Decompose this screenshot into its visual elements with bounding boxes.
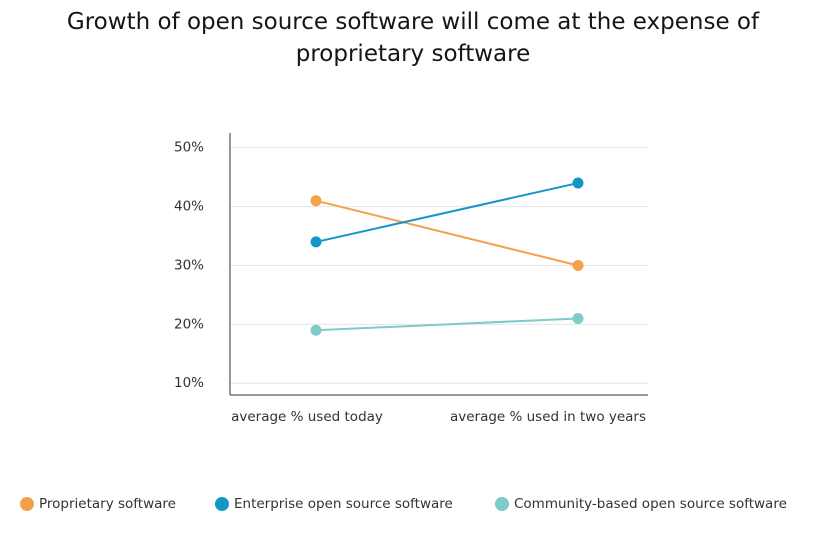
y-tick-label: 20% xyxy=(174,316,204,332)
y-tick-label: 40% xyxy=(174,199,204,215)
data-point xyxy=(310,324,322,336)
data-point xyxy=(310,236,322,248)
legend-marker xyxy=(495,497,509,511)
x-tick-label: average % used today xyxy=(231,409,383,425)
series-line xyxy=(315,182,579,243)
data-point xyxy=(572,312,584,324)
legend-label: Enterprise open source software xyxy=(234,496,453,512)
series-line xyxy=(315,199,579,267)
chart-title: Growth of open source software will come… xyxy=(66,9,760,67)
y-tick-label: 30% xyxy=(174,257,204,273)
legend-label: Proprietary software xyxy=(39,496,176,512)
x-tick-label: average % used in two years xyxy=(450,409,646,425)
legend-marker xyxy=(215,497,229,511)
data-point xyxy=(572,177,584,189)
y-tick-label: 50% xyxy=(174,140,204,156)
data-point xyxy=(310,195,322,207)
legend-label: Community-based open source software xyxy=(514,496,787,512)
legend-marker xyxy=(20,497,34,511)
y-tick-label: 10% xyxy=(174,375,204,391)
data-point xyxy=(572,259,584,271)
series-line xyxy=(315,317,579,332)
